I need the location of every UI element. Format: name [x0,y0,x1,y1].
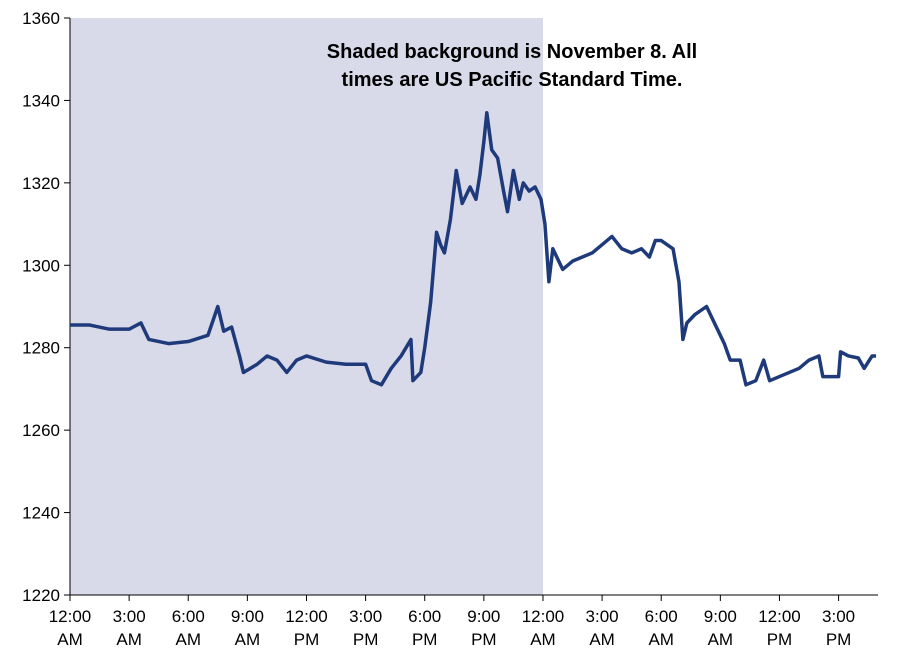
x-tick-label: 12:00 PM [285,607,328,649]
x-tick-label-line: AM [57,630,83,649]
x-tick-label-line: PM [767,630,793,649]
x-tick-label-line: 6:00 [645,607,678,626]
x-tick-label-line: 12:00 [285,607,328,626]
y-tick-label: 1320 [22,174,60,193]
annotation: times are US Pacific Standard Time. [342,69,683,91]
x-tick-label: 9:00 AM [704,607,737,649]
x-tick-label-line: AM [648,630,674,649]
x-tick-label: 3:00 PM [349,607,382,649]
x-tick-label-line: 3:00 [113,607,146,626]
x-tick-label-line: PM [471,630,497,649]
x-tick-label: 3:00 AM [113,607,146,649]
annotation: Shaded background is November 8. All [327,41,697,63]
y-tick-label: 1340 [22,91,60,110]
shaded-region [70,18,543,595]
x-tick-label-line: 9:00 [704,607,737,626]
x-tick-label: 12:00 AM [49,607,92,649]
x-tick-label-line: PM [294,630,320,649]
x-tick-label-line: PM [826,630,852,649]
x-tick-label-line: 12:00 [49,607,92,626]
x-tick-label-line: 12:00 [758,607,801,626]
x-tick-label-line: AM [708,630,734,649]
y-tick-label: 1240 [22,504,60,523]
x-tick-label-line: AM [235,630,261,649]
x-tick-label-line: PM [412,630,438,649]
x-tick-label-line: 6:00 [408,607,441,626]
y-tick-label: 1280 [22,339,60,358]
x-tick-label: 12:00 AM [522,607,565,649]
x-tick-label: 6:00 AM [645,607,678,649]
y-tick-label: 1300 [22,256,60,275]
x-tick-label: 12:00 PM [758,607,801,649]
x-tick-label-line: AM [175,630,201,649]
x-tick-label-line: 3:00 [349,607,382,626]
x-tick-label-line: PM [353,630,379,649]
y-tick-label: 1220 [22,586,60,605]
x-tick-label: 6:00 AM [172,607,205,649]
x-tick-label: 6:00 PM [408,607,441,649]
x-tick-label-line: 3:00 [586,607,619,626]
x-tick-label: 9:00 AM [231,607,264,649]
x-tick-label-line: 6:00 [172,607,205,626]
x-tick-label: 3:00 PM [822,607,855,649]
data-line [70,111,877,387]
x-tick-label-line: AM [589,630,615,649]
x-tick-label-line: 3:00 [822,607,855,626]
x-tick-label-line: AM [530,630,556,649]
x-tick-label: 9:00 PM [467,607,500,649]
x-tick-label-line: 9:00 [231,607,264,626]
y-tick-label: 1260 [22,421,60,440]
x-tick-label-line: AM [116,630,142,649]
x-tick-label: 3:00 AM [586,607,619,649]
y-tick-label: 1360 [22,9,60,28]
x-tick-label-line: 12:00 [522,607,565,626]
x-tick-label-line: 9:00 [467,607,500,626]
